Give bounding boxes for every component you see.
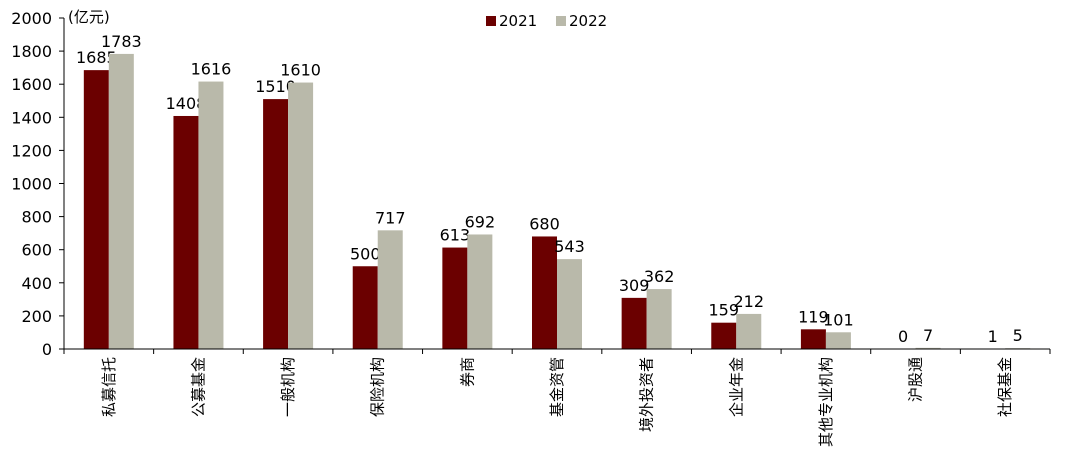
data-label-2022: 1616 bbox=[191, 60, 232, 79]
bar-2021 bbox=[621, 297, 647, 349]
bar-2022 bbox=[646, 289, 672, 349]
y-axis: 0 200 400 600 800 1000 1200 1400 1600 1800 2000 bbox=[11, 9, 65, 359]
bar-2021 bbox=[263, 99, 289, 349]
x-tick-label: 基金资管 bbox=[548, 357, 566, 417]
y-tick-label: 200 bbox=[21, 307, 52, 326]
y-tick-label: 400 bbox=[21, 274, 52, 293]
x-tick-label: 其他专业机构 bbox=[817, 357, 835, 447]
bar-2022 bbox=[557, 259, 582, 349]
bar-2022 bbox=[825, 332, 851, 349]
data-label-2021: 613 bbox=[440, 226, 471, 245]
data-label-2021: 119 bbox=[798, 307, 829, 326]
data-label-2021: 680 bbox=[529, 214, 560, 233]
y-tick-label: 600 bbox=[21, 241, 52, 260]
x-tick-label: 境外投资者 bbox=[638, 357, 656, 432]
data-label-2022: 543 bbox=[554, 237, 585, 256]
data-label-2021: 309 bbox=[619, 276, 650, 295]
data-label-2021: 0 bbox=[898, 327, 908, 346]
y-tick-label: 1200 bbox=[11, 141, 52, 160]
x-tick-label: 保险机构 bbox=[369, 357, 387, 417]
legend-label-2021: 2021 bbox=[499, 12, 537, 30]
bar-2022 bbox=[108, 53, 134, 349]
bar-2022 bbox=[288, 82, 314, 350]
legend-swatch-2022 bbox=[556, 16, 566, 26]
data-label-2022: 692 bbox=[465, 212, 496, 231]
bar-2021 bbox=[800, 329, 826, 349]
data-label-2022: 101 bbox=[823, 310, 854, 329]
y-tick-label: 1400 bbox=[11, 108, 52, 127]
x-tick-label: 沪股通 bbox=[907, 357, 925, 402]
x-tick-label: 公募基金 bbox=[189, 357, 207, 417]
data-label-2021: 500 bbox=[350, 244, 381, 263]
bar-2021 bbox=[711, 322, 737, 349]
bar-2021 bbox=[83, 70, 109, 349]
bar-2022 bbox=[467, 234, 493, 349]
bar-2021 bbox=[173, 115, 199, 349]
bar-2022 bbox=[736, 313, 762, 349]
x-axis: 私募信托 公募基金 一般机构 保险机构 券商 基金资管 境外投资者 企业年金 其他专业机构 沪股通… bbox=[63, 348, 1051, 447]
y-tick-label: 0 bbox=[42, 340, 52, 359]
data-label-2022: 1610 bbox=[280, 61, 321, 80]
y-tick-label: 1600 bbox=[11, 75, 52, 94]
x-tick-label: 企业年金 bbox=[727, 357, 745, 417]
data-label-2022: 717 bbox=[375, 208, 406, 227]
data-label-2021: 1 bbox=[988, 327, 998, 346]
bar-2021 bbox=[352, 266, 378, 349]
bar-2022 bbox=[915, 347, 941, 349]
x-tick-label: 私募信托 bbox=[100, 357, 118, 417]
bar-2022 bbox=[377, 230, 403, 349]
data-label-2022: 212 bbox=[733, 292, 764, 311]
unit-label: (亿元) bbox=[68, 8, 110, 26]
data-label-2021: 159 bbox=[708, 301, 739, 320]
y-tick-label: 2000 bbox=[11, 9, 52, 28]
data-label-2022: 362 bbox=[644, 267, 675, 286]
x-tick-label: 一般机构 bbox=[279, 357, 297, 417]
bar-2021 bbox=[442, 247, 468, 349]
bar-2022 bbox=[198, 81, 224, 349]
data-label-2022: 7 bbox=[923, 326, 933, 345]
data-label-2021: 1685 bbox=[76, 48, 117, 67]
x-tick-label: 券商 bbox=[458, 357, 476, 387]
legend-label-2022: 2022 bbox=[569, 12, 607, 30]
legend: 2021 2022 bbox=[486, 12, 607, 30]
y-tick-label: 1800 bbox=[11, 42, 52, 61]
data-label-2021: 1510 bbox=[255, 77, 296, 96]
bar-2021 bbox=[532, 236, 557, 349]
data-label-2021: 1408 bbox=[166, 94, 207, 113]
x-tick-label: 社保基金 bbox=[996, 357, 1014, 417]
bars: 1685 1408 1510 500 613 680 309 159 119 0 1 1783 1616… bbox=[76, 32, 1031, 350]
y-tick-label: 1000 bbox=[11, 175, 52, 194]
legend-swatch-2021 bbox=[486, 16, 496, 26]
y-tick-label: 800 bbox=[21, 208, 52, 227]
data-label-2022: 1783 bbox=[101, 32, 142, 51]
data-label-2022: 5 bbox=[1013, 326, 1023, 345]
